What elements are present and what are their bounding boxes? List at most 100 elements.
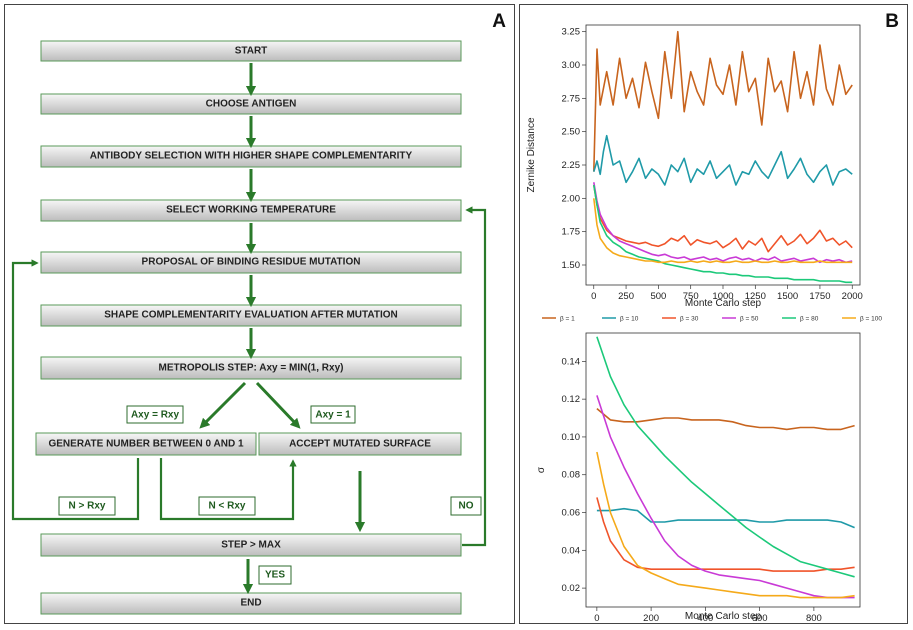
legend-label-1: β = 1: [560, 316, 575, 323]
top-chart-series-line-2: [593, 134, 853, 186]
label-axy-rxy: Axy = Rxy: [126, 405, 184, 424]
step-accept-surface-label: ACCEPT MUTATED SURFACE: [289, 439, 431, 450]
label-n-lt-rxy: N < Rxy: [198, 496, 256, 516]
bottom-chart-series-line-3: [596, 497, 855, 572]
label-n-gt-rxy-text: N > Rxy: [69, 501, 106, 512]
bottom-chart-ytick-label: 0.12: [562, 394, 581, 405]
bottom-chart-series-line-4: [596, 395, 855, 599]
top-chart-series-line-1: [593, 30, 853, 172]
step-generate-number-label: GENERATE NUMBER BETWEEN 0 AND 1: [48, 439, 243, 450]
bottom-chart-ylabel: σ: [536, 466, 547, 473]
bottom-chart-xtick-label: 800: [806, 613, 822, 621]
step-shape-evaluation: SHAPE COMPLEMENTARITY EVALUATION AFTER M…: [40, 304, 462, 327]
label-no: NO: [450, 496, 482, 516]
label-yes: YES: [258, 565, 292, 585]
charts-svg: 0 250 500 750 1000 1250 1500 1750 20001.501.752.…: [526, 24, 882, 624]
top-chart-xtick-label: 1000: [712, 291, 733, 302]
top-chart-ytick-label: 3.25: [562, 27, 581, 38]
top-chart-xtick-label: 750: [683, 291, 699, 302]
arrow-loop-to-proposal: [11, 259, 140, 521]
top-chart-xtick-label: 2000: [842, 291, 863, 302]
top-chart-ytick-label: 2.25: [562, 160, 581, 171]
step-end: END: [40, 592, 462, 615]
top-chart-xtick-label: 1500: [777, 291, 798, 302]
top-chart-xtick-label: 0: [591, 291, 596, 302]
bottom-chart-ytick-label: 0.08: [562, 470, 581, 481]
panel-letter-b: B: [885, 11, 899, 32]
step-select-temperature-label: SELECT WORKING TEMPERATURE: [166, 205, 336, 216]
label-no-text: NO: [459, 501, 474, 512]
step-start-label: START: [235, 46, 268, 57]
top-chart-frame: [585, 24, 861, 286]
step-select-temperature: SELECT WORKING TEMPERATURE: [40, 199, 462, 222]
top-chart-series-line-6: [593, 198, 853, 264]
top-chart-series-line-4: [593, 182, 853, 264]
step-metropolis-label: METROPOLIS STEP: Axy = MIN(1, Rxy): [159, 363, 344, 374]
bottom-chart-xtick-label: 600: [752, 613, 768, 621]
arrow-metropolis-to-accept: [255, 381, 301, 429]
bottom-chart-xlabel: Monte Carlo step: [685, 611, 762, 621]
top-chart-xtick-label: 1750: [809, 291, 830, 302]
label-axy-1-text: Axy = 1: [315, 410, 351, 421]
bottom-chart-xtick-label: 400: [697, 613, 713, 621]
step-choose-antigen-label: CHOOSE ANTIGEN: [206, 99, 297, 110]
legend-label-6: β = 100: [860, 316, 882, 323]
bottom-chart-xtick-label: 0: [594, 613, 599, 621]
bottom-chart-series-line-6: [596, 451, 855, 599]
top-chart-ytick-label: 2.00: [562, 193, 581, 204]
top-chart-ytick-label: 2.75: [562, 93, 581, 104]
charts-panel: B 0 250 500 750 1000 1250 1500 1750 2000 1.50 1.75…: [519, 4, 908, 624]
bottom-chart-ytick-label: 0.02: [562, 583, 581, 594]
bottom-chart-ytick-label: 0.06: [562, 508, 581, 519]
step-generate-number: GENERATE NUMBER BETWEEN 0 AND 1: [35, 432, 257, 456]
bottom-chart-ytick-label: 0.14: [562, 356, 581, 367]
top-chart-ytick-label: 3.00: [562, 60, 581, 71]
step-step-max: STEP > MAX: [40, 533, 462, 557]
label-axy-rxy-text: Axy = Rxy: [131, 410, 180, 421]
bottom-chart-series-line-1: [596, 407, 855, 431]
legend-label-3: β = 30: [680, 316, 699, 323]
legend-label-2: β = 10: [620, 316, 639, 323]
step-proposal-mutation: PROPOSAL OF BINDING RESIDUE MUTATION: [40, 251, 462, 274]
step-proposal-mutation-label: PROPOSAL OF BINDING RESIDUE MUTATION: [142, 257, 361, 268]
legend-label-4: β = 50: [740, 316, 759, 323]
top-chart-ytick-label: 1.75: [562, 227, 581, 238]
label-yes-text: YES: [265, 570, 285, 581]
label-n-lt-rxy-text: N < Rxy: [209, 501, 246, 512]
arrow-metropolis-to-generate: [199, 381, 247, 429]
step-antibody-selection: ANTIBODY SELECTION WITH HIGHER SHAPE COM…: [40, 145, 462, 168]
top-chart-series: [593, 30, 853, 284]
top-chart-xtick-label: 1250: [745, 291, 766, 302]
bottom-chart-frame: [585, 332, 861, 608]
bottom-chart-ytick-label: 0.10: [562, 432, 581, 443]
chart-legend: β = 1 β = 10 β = 30 β = 50 β = 80 β = 100: [542, 316, 882, 323]
step-end-label: END: [240, 598, 261, 609]
flowchart-svg: START CHOOSE ANTIGEN ANTIBODY SELECTION …: [11, 40, 487, 615]
arrow-generate-to-accept: [159, 458, 297, 521]
top-chart-xtick-label: 250: [618, 291, 634, 302]
step-step-max-label: STEP > MAX: [221, 540, 281, 551]
top-chart-ytick-label: 1.50: [562, 260, 581, 271]
bottom-chart-series-line-5: [596, 336, 855, 578]
step-start: START: [40, 40, 462, 62]
zernike-distance-chart: 0 250 500 750 1000 1250 1500 1750 2000 1.50 1.75 2.…: [526, 24, 863, 309]
top-chart-series-line-5: [593, 184, 853, 284]
bottom-chart-series: [596, 336, 855, 599]
label-n-gt-rxy: N > Rxy: [58, 496, 116, 516]
arrow-no-to-temperature: [462, 206, 487, 547]
step-choose-antigen: CHOOSE ANTIGEN: [40, 93, 462, 115]
top-chart-xlabel: Monte Carlo step: [685, 298, 762, 309]
top-chart-series-line-3: [593, 184, 853, 253]
step-metropolis: METROPOLIS STEP: Axy = MIN(1, Rxy): [40, 356, 462, 380]
bottom-chart-xtick-label: 200: [643, 613, 659, 621]
step-accept-surface: ACCEPT MUTATED SURFACE: [258, 432, 462, 456]
flowchart-panel: A START CHOOSE ANTIGEN ANTIBODY SELECTIO…: [4, 4, 515, 624]
label-axy-1: Axy = 1: [310, 405, 356, 424]
top-chart-xtick-label: 500: [650, 291, 666, 302]
bottom-chart-ticks: 0 200 400 600 800 0.02 0.04 0.06 0.08 0.10 0.12 0.1…: [562, 356, 822, 624]
top-chart-ytick-label: 2.50: [562, 127, 581, 138]
bottom-chart-ytick-label: 0.04: [562, 545, 581, 556]
step-shape-evaluation-label: SHAPE COMPLEMENTARITY EVALUATION AFTER M…: [104, 310, 398, 321]
legend-label-5: β = 80: [800, 316, 819, 323]
sigma-chart: 0 200 400 600 800 0.02 0.04 0.06 0.08 0.10 0.12 0.1…: [536, 332, 861, 624]
